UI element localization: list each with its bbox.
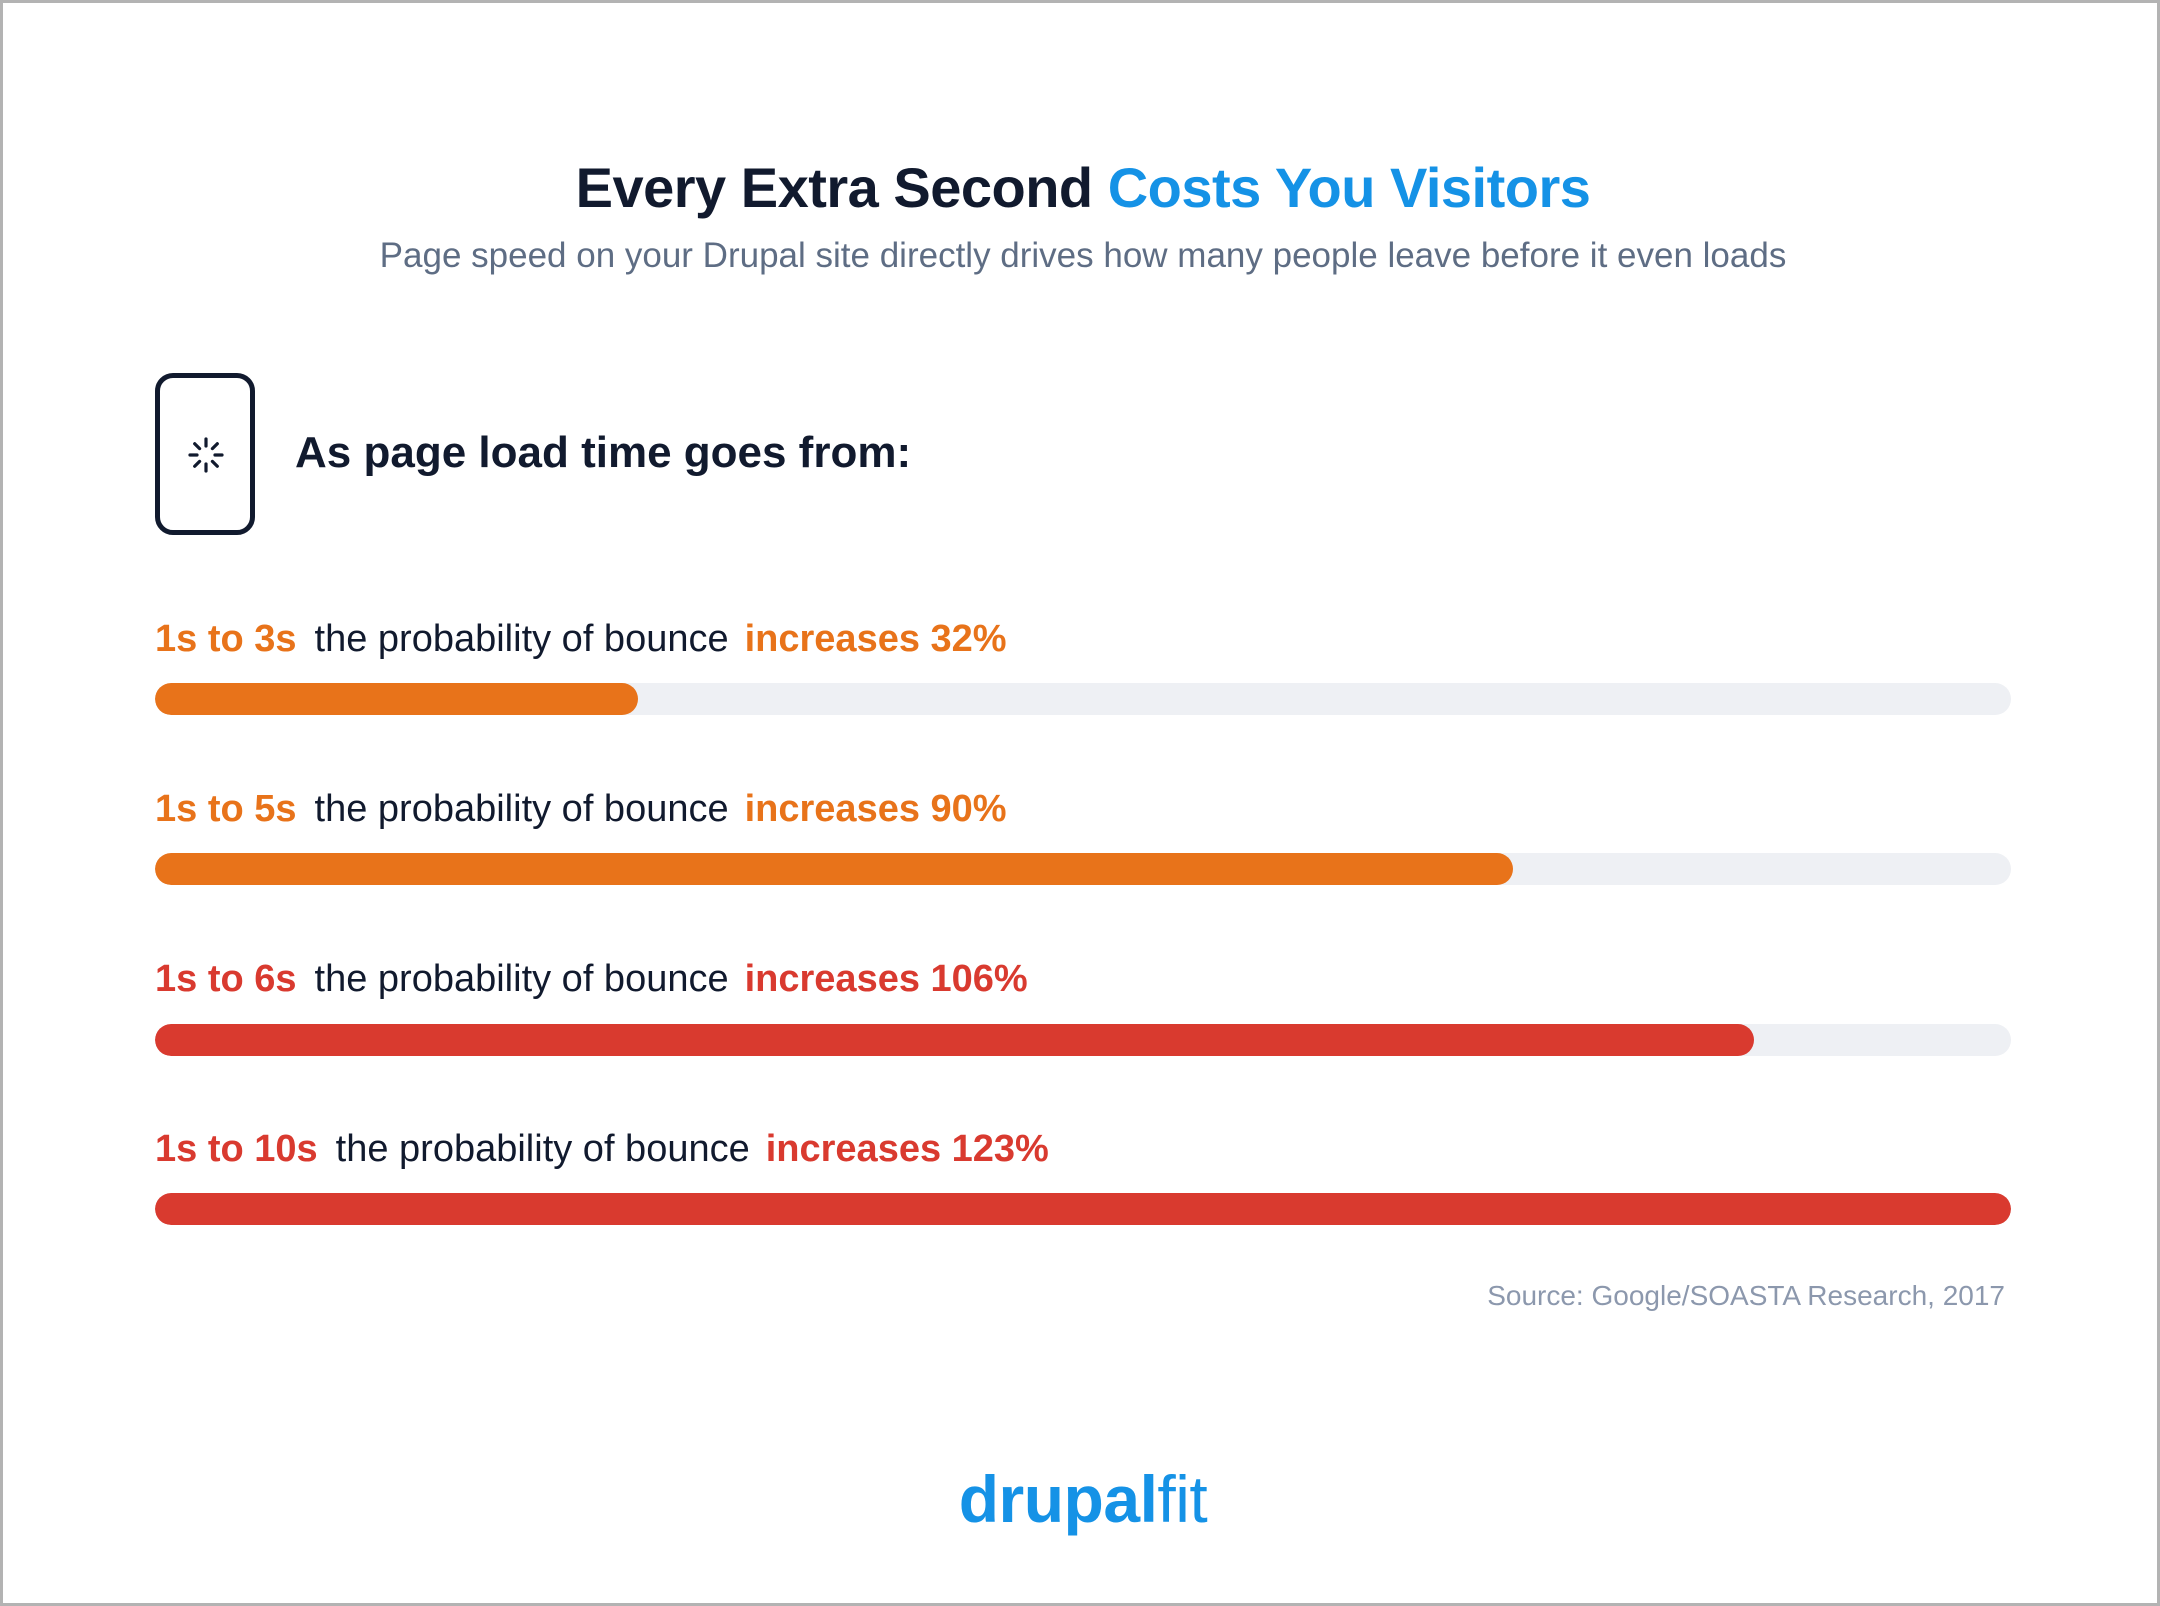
bar-row-label: 1s to 3s the probability of bounce increas… — [155, 613, 1007, 665]
bar-row-text: the probability of bounce — [314, 788, 729, 830]
bar-row-label: 1s to 10s the probability of bounce increa… — [155, 1123, 1049, 1175]
bar-row-text: the probability of bounce — [314, 958, 729, 1000]
phone-loading-icon — [155, 373, 255, 535]
bar-track — [155, 683, 2011, 715]
bar-fill — [155, 1024, 1754, 1056]
bar-fill — [155, 853, 1513, 885]
bar-row-label: 1s to 5s the probability of bounce increas… — [155, 783, 1007, 835]
bar-row-text: the probability of bounce — [314, 618, 729, 660]
bar-fill — [155, 683, 638, 715]
title-part-1: Every Extra Second — [575, 156, 1094, 219]
bar-row-text: the probability of bounce — [335, 1128, 750, 1170]
section-lead: As page load time goes from: — [295, 428, 912, 477]
brand-logo: drupalfit — [3, 1459, 2160, 1539]
bar-category-label: 1s to 6s — [155, 958, 297, 1000]
logo-bold-part: drupal — [958, 1462, 1158, 1536]
bar-category-label: 1s to 5s — [155, 788, 297, 830]
bar-value-label: increases 123% — [765, 1128, 1049, 1170]
title-part-2-accent: Costs You Visitors — [1107, 156, 1591, 219]
bar-track — [155, 1024, 2011, 1056]
bar-track — [155, 1193, 2011, 1225]
bar-category-label: 1s to 3s — [155, 618, 297, 660]
bar-track — [155, 853, 2011, 885]
bar-value-label: increases 106% — [744, 958, 1028, 1000]
source-note: Source: Google/SOASTA Research, 2017 — [1487, 1280, 2005, 1311]
bar-value-label: increases 32% — [744, 618, 1007, 660]
page-title: Every Extra Second Costs You Visitors — [3, 153, 2160, 223]
loading-spinner-icon — [188, 437, 224, 473]
logo-light-part: fit — [1157, 1462, 1208, 1536]
bar-fill — [155, 1193, 2011, 1225]
bar-category-label: 1s to 10s — [155, 1128, 318, 1170]
page-subtitle: Page speed on your Drupal site directly … — [379, 236, 1787, 275]
bar-value-label: increases 90% — [744, 788, 1007, 830]
bar-row-label: 1s to 6s the probability of bounce increas… — [155, 953, 1028, 1005]
